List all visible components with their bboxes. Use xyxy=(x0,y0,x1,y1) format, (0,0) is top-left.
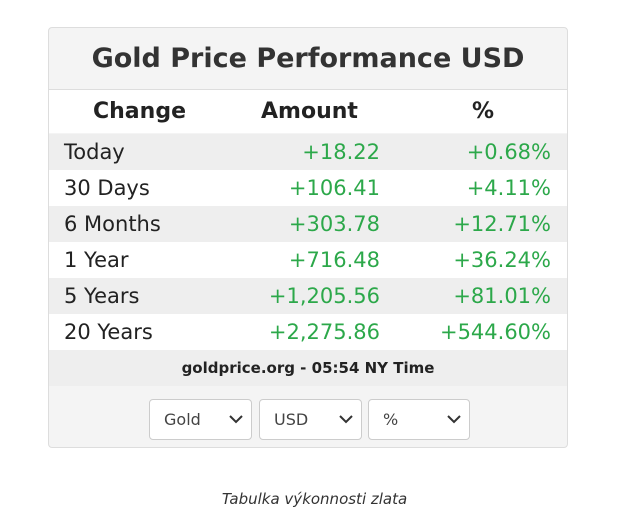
column-header: % xyxy=(472,99,495,124)
cell: 6 Months xyxy=(64,212,161,236)
cell: 20 Years xyxy=(64,320,153,344)
table-row: Today +18.22 +0.68% xyxy=(49,134,567,170)
cell: 1 Year xyxy=(64,248,129,272)
dropdown[interactable]: USD xyxy=(259,399,362,440)
cell: +0.68% xyxy=(466,140,551,164)
cell: +106.41 xyxy=(288,176,380,200)
cell: +81.01% xyxy=(453,284,551,308)
table-row: 1 Year +716.48 +36.24% xyxy=(49,242,567,278)
dropdown[interactable]: % xyxy=(368,399,470,440)
header-row: Change Amount % xyxy=(49,90,567,133)
cell: +18.22 xyxy=(302,140,380,164)
chevron xyxy=(229,415,243,424)
table-row: 30 Days +106.41 +4.11% xyxy=(49,170,567,206)
table-row: 5 Years +1,205.56 +81.01% xyxy=(49,278,567,314)
cell: +2,275.86 xyxy=(268,320,380,344)
cell: +36.24% xyxy=(453,248,551,272)
dropdown[interactable]: Gold xyxy=(149,399,252,440)
chevron xyxy=(447,415,461,424)
dropdown-value: Gold xyxy=(164,410,201,429)
cell: +4.11% xyxy=(466,176,551,200)
column-header: Amount xyxy=(261,99,358,124)
cell: +303.78 xyxy=(288,212,380,236)
cell: Today xyxy=(64,140,125,164)
widget-title: Gold Price Performance USD xyxy=(49,28,567,90)
cell: 30 Days xyxy=(64,176,150,200)
footer: goldprice.org - 05:54 NY Time xyxy=(49,350,567,386)
dropdown-value: % xyxy=(383,410,399,429)
cell: +544.60% xyxy=(439,320,551,344)
column-header: Change xyxy=(93,99,186,124)
cell: +1,205.56 xyxy=(268,284,380,308)
table-row: 6 Months +303.78 +12.71% xyxy=(49,206,567,242)
performance-card: Gold Price Performance USD Change Amount… xyxy=(48,27,568,448)
cell: +12.71% xyxy=(453,212,551,236)
dropdown-value: USD xyxy=(274,410,309,429)
cell: 5 Years xyxy=(64,284,140,308)
chevron xyxy=(339,415,353,424)
cell: +716.48 xyxy=(288,248,380,272)
table-row: 20 Years +2,275.86 +544.60% xyxy=(49,314,567,350)
caption: Tabulka výkonnosti zlata xyxy=(221,490,408,508)
